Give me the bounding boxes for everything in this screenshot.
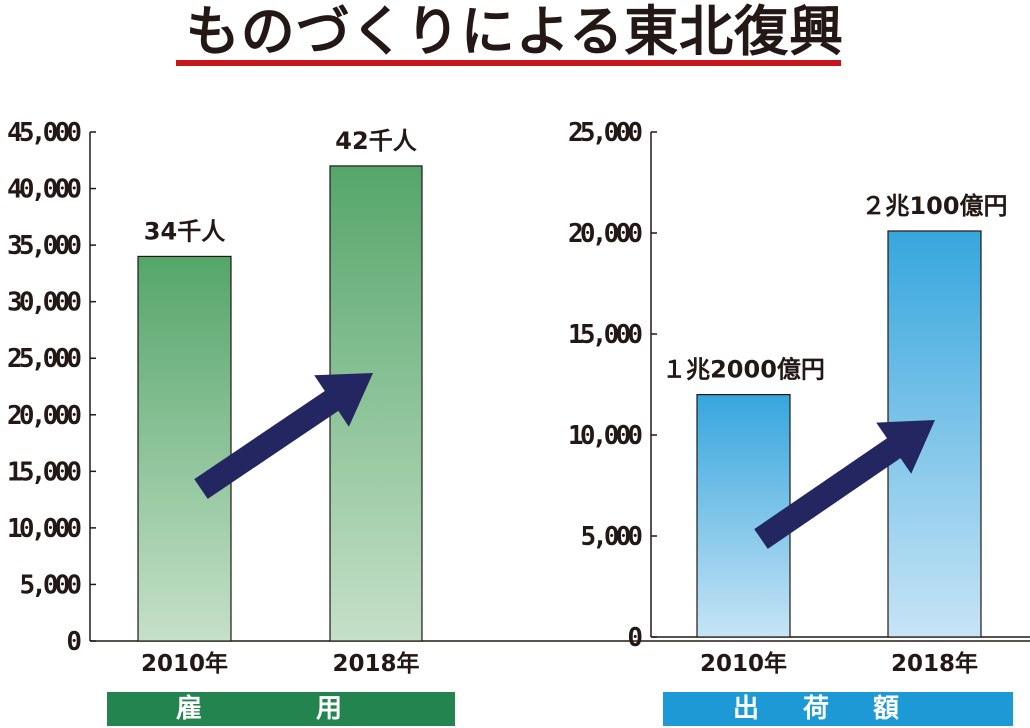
employment-label-banner: 雇 用	[107, 692, 455, 726]
y-tick-label: 15,000	[568, 320, 643, 350]
shipment-label-banner: 出荷額	[663, 692, 1013, 726]
y-tick-label: 40,000	[7, 175, 82, 205]
y-tick-label: 30,000	[7, 288, 82, 318]
bar-data-label: 42千人	[335, 127, 416, 155]
y-tick-label: 0	[627, 623, 643, 653]
x-category-label: 2010年	[700, 650, 787, 677]
y-tick-label: 10,000	[7, 514, 82, 544]
y-tick-label: 35,000	[7, 231, 82, 261]
bar-data-label: １兆2000億円	[662, 356, 825, 384]
y-tick-label: 5,000	[581, 522, 644, 552]
y-tick-label: 20,000	[568, 219, 643, 249]
y-tick-label: 45,000	[7, 118, 82, 148]
shipment-chart: 0 5,000 10,000 15,000 20,000 25,000 １兆2000億円 20…	[568, 118, 1030, 677]
y-tick-label: 5,000	[20, 570, 83, 600]
title-underline	[176, 60, 841, 66]
bar-data-label: 34千人	[144, 217, 225, 245]
employment-chart: 0 5,000 10,000 15,000 20,000 25,000 30,000 35,0…	[7, 118, 1030, 677]
bar	[137, 255, 232, 642]
y-tick-label: 0	[66, 627, 82, 657]
trend-up-arrow	[194, 373, 373, 499]
x-category-label: 2018年	[891, 650, 978, 677]
y-tick-label: 25,000	[7, 344, 82, 374]
trend-up-arrow	[754, 420, 935, 549]
x-category-label: 2018年	[332, 650, 419, 677]
chart-title: ものづくりによる東北復興	[185, 0, 845, 63]
y-tick-label: 25,000	[568, 118, 643, 148]
x-category-label: 2010年	[141, 650, 228, 677]
bar-data-label: ２兆100億円	[861, 192, 1007, 220]
y-tick-label: 20,000	[7, 401, 82, 431]
y-tick-label: 10,000	[568, 421, 643, 451]
y-tick-label: 15,000	[7, 457, 82, 487]
